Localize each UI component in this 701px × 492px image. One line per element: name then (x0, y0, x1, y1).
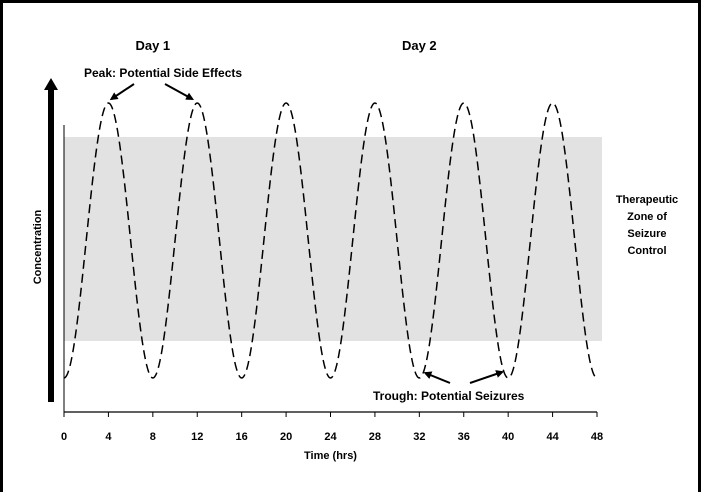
day-2-label: Day 2 (402, 38, 437, 53)
x-tick-label-32: 32 (413, 431, 425, 443)
x-tick-label-36: 36 (458, 431, 470, 443)
x-tick-labels: 0 4 8 12 16 20 24 28 32 36 40 44 48 (61, 431, 603, 443)
zone-label-line-1: Therapeutic (616, 194, 678, 206)
concentration-series-line (63, 102, 598, 379)
x-tick-label-28: 28 (369, 431, 381, 443)
x-tick-label-24: 24 (324, 431, 337, 443)
x-tick-label-8: 8 (150, 431, 156, 443)
x-tick-label-20: 20 (280, 431, 292, 443)
trough-arrow-left (423, 371, 451, 384)
trough-arrow-right (469, 370, 505, 384)
x-tick-label-0: 0 (61, 431, 67, 443)
x-tick-label-48: 48 (591, 431, 603, 443)
peak-arrow-left (109, 83, 135, 101)
day-1-label: Day 1 (135, 38, 170, 53)
y-axis-title: Concentration (32, 209, 44, 284)
x-tick-label-16: 16 (236, 431, 248, 443)
x-ticks (63, 412, 598, 417)
peak-arrow-right (164, 83, 195, 100)
x-tick-label-12: 12 (191, 431, 203, 443)
x-tick-label-40: 40 (502, 431, 514, 443)
trough-annotation: Trough: Potential Seizures (373, 389, 525, 403)
x-tick-label-4: 4 (105, 431, 112, 443)
x-axis-title: Time (hrs) (304, 450, 357, 462)
zone-label-line-2: Zone of (627, 211, 667, 223)
zone-label-line-4: Control (627, 245, 666, 257)
zone-label-line-3: Seizure (627, 228, 666, 240)
x-tick-label-44: 44 (546, 431, 559, 443)
peak-annotation: Peak: Potential Side Effects (84, 66, 242, 80)
therapeutic-zone (64, 137, 602, 341)
